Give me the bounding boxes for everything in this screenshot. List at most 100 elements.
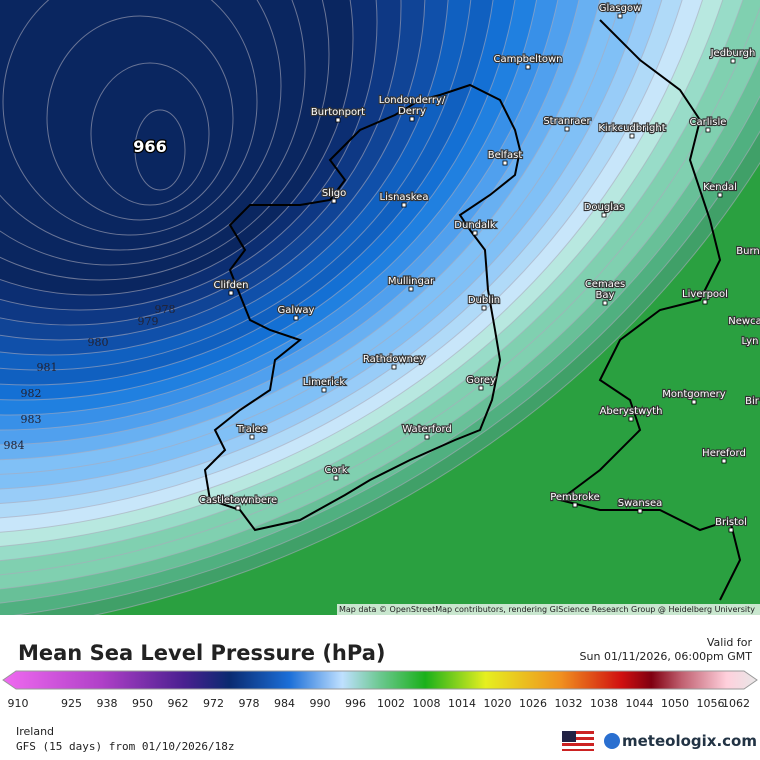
city-marker xyxy=(424,434,430,440)
city-marker xyxy=(717,192,723,198)
legend-tick-label: 962 xyxy=(168,697,189,710)
city-marker xyxy=(691,399,697,405)
city-label: Derry xyxy=(398,106,426,117)
legend-tick-label: 1026 xyxy=(519,697,547,710)
city-marker xyxy=(564,126,570,132)
isobar-label: 982 xyxy=(21,387,42,400)
legend-tick-label: 1002 xyxy=(377,697,405,710)
legend-title: Mean Sea Level Pressure (hPa) xyxy=(18,641,385,665)
city-marker xyxy=(502,160,508,166)
city-marker xyxy=(391,364,397,370)
region: Ireland xyxy=(16,725,54,738)
city-label: Lisnaskea xyxy=(380,192,429,203)
city-label: Montgomery xyxy=(662,389,725,400)
city-label: Glasgow xyxy=(599,3,642,14)
coastline xyxy=(203,83,522,532)
city-marker xyxy=(335,117,341,123)
legend-tick-label: 1044 xyxy=(626,697,654,710)
city-label: Hereford xyxy=(702,448,746,459)
city-label: Sligo xyxy=(322,188,346,199)
city-marker xyxy=(321,387,327,393)
city-marker xyxy=(617,13,623,19)
city-marker xyxy=(331,198,337,204)
city-marker xyxy=(333,475,339,481)
city-marker xyxy=(705,127,711,133)
city-label: Swansea xyxy=(618,498,662,509)
city-label: Jedburgh xyxy=(710,48,756,59)
isobar-label: 980 xyxy=(88,336,109,349)
city-marker xyxy=(481,305,487,311)
city-marker xyxy=(702,299,708,305)
city-label: Castletownbere xyxy=(199,495,277,506)
legend-tick-label: 1014 xyxy=(448,697,476,710)
city-label: Lyn xyxy=(742,336,759,347)
city-label: Limerick xyxy=(303,377,346,388)
city-marker xyxy=(228,290,234,296)
legend-tick-label: 996 xyxy=(345,697,366,710)
model-run: GFS (15 days) from 01/10/2026/18z xyxy=(16,740,235,753)
city-label: Tralee xyxy=(236,424,267,435)
valid-time: Sun 01/11/2026, 06:00pm GMT xyxy=(580,650,753,663)
legend-tick-label: 972 xyxy=(203,697,224,710)
city-label: Stranraer xyxy=(543,116,591,127)
city-marker xyxy=(472,230,478,236)
legend-tick-label: 978 xyxy=(239,697,260,710)
city-label: Pembroke xyxy=(550,492,600,503)
city-label: Londonderry/ xyxy=(379,95,446,106)
legend-tick-label: 925 xyxy=(61,697,82,710)
brand-logo[interactable] xyxy=(604,733,620,749)
city-label: Dundalk xyxy=(454,220,496,231)
isobar-label: 978 xyxy=(155,303,176,316)
city-label: Clifden xyxy=(214,280,249,291)
city-marker xyxy=(478,385,484,391)
city-label: Bay xyxy=(596,290,615,301)
city-label: Aberystwyth xyxy=(600,406,663,417)
attribution: Map data © OpenStreetMap contributors, r… xyxy=(339,605,755,614)
isobar-label: 983 xyxy=(21,413,42,426)
legend-tick-label: 950 xyxy=(132,697,153,710)
attribution-bg xyxy=(337,604,760,615)
us-flag xyxy=(562,731,594,751)
city-label: Douglas xyxy=(584,202,625,213)
city-marker xyxy=(409,116,415,122)
city-marker xyxy=(602,300,608,306)
city-marker xyxy=(293,315,299,321)
city-label: Newca xyxy=(728,316,760,327)
city-label: Liverpool xyxy=(682,289,728,300)
legend-tick-label: 1032 xyxy=(555,697,583,710)
city-label: Waterford xyxy=(402,424,451,435)
legend-tick-label: 1038 xyxy=(590,697,618,710)
city-label: Rathdowney xyxy=(363,354,425,365)
city-marker xyxy=(235,505,241,511)
legend-tick-label: 990 xyxy=(310,697,331,710)
city-label: Bristol xyxy=(715,517,747,528)
legend-tick-label: 1056 xyxy=(697,697,725,710)
city-label: Cemaes xyxy=(585,279,625,290)
city-label: Belfast xyxy=(488,150,523,161)
city-label: Kendal xyxy=(703,182,737,193)
city-label: Burn xyxy=(736,246,759,257)
low-label: 966 xyxy=(133,137,166,156)
legend-tick-label: 984 xyxy=(274,697,295,710)
city-marker xyxy=(601,212,607,218)
city-label: Burtonport xyxy=(311,107,365,118)
isobar-label: 984 xyxy=(4,439,25,452)
isobar-label: 981 xyxy=(37,361,58,374)
city-label: Bir xyxy=(745,396,760,407)
city-marker xyxy=(728,527,734,533)
city-label: Gorey xyxy=(466,375,496,386)
city-label: Cork xyxy=(324,465,347,476)
city-label: Kirkcudbright xyxy=(598,123,665,134)
city-marker xyxy=(249,434,255,440)
isobar-band xyxy=(134,109,186,191)
city-marker xyxy=(637,508,643,514)
brand[interactable]: meteologix.com xyxy=(622,732,757,750)
city-label: Carlisle xyxy=(690,117,727,128)
city-label: Dublin xyxy=(468,295,500,306)
city-marker xyxy=(721,458,727,464)
city-marker xyxy=(572,502,578,508)
city-label: Mullingar xyxy=(388,276,435,287)
color-bar xyxy=(2,670,758,690)
